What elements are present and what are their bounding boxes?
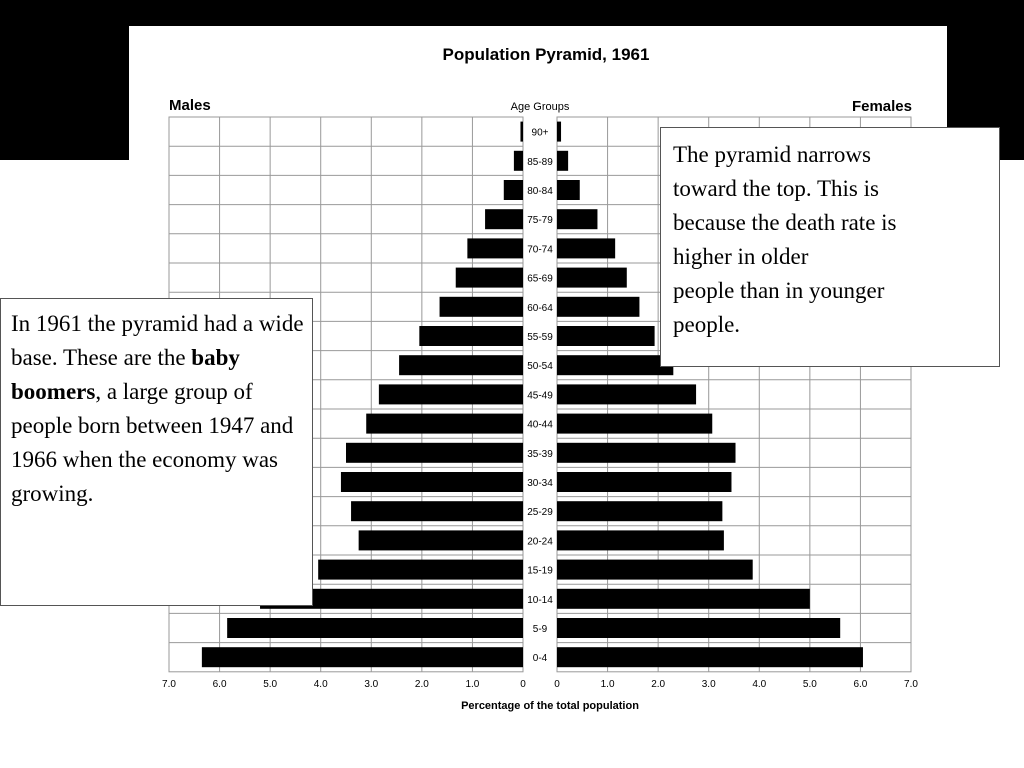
narrowing-note-line: higher in older — [673, 244, 809, 269]
females-label: Females — [852, 98, 912, 115]
note-bold-term: baby boomers — [11, 345, 240, 404]
x-tick-label: 1.0 — [601, 679, 615, 690]
age-group-label: 50-54 — [527, 361, 553, 372]
male-bar — [467, 238, 523, 259]
age-group-label: 85-89 — [527, 157, 553, 168]
age-group-label: 90+ — [532, 128, 549, 139]
male-bar — [485, 209, 523, 230]
male-bar — [455, 267, 523, 288]
pyramid-chart: Population Pyramid, 1961 Males Females A… — [162, 45, 918, 712]
x-tick-label: 6.0 — [853, 679, 867, 690]
x-tick-label: 3.0 — [702, 679, 716, 690]
x-tick-label: 6.0 — [213, 679, 227, 690]
male-bar — [260, 588, 523, 609]
female-bar — [557, 472, 732, 492]
x-tick-label: 0 — [520, 679, 526, 690]
age-group-label: 25-29 — [527, 507, 553, 518]
x-tick-label: 1.0 — [465, 679, 479, 690]
age-group-label: 35-39 — [527, 449, 553, 460]
age-group-label: 20-24 — [527, 536, 553, 547]
female-bar — [557, 647, 863, 668]
age-group-label: 80-84 — [527, 186, 553, 197]
female-bar — [557, 384, 697, 405]
x-tick-label: 7.0 — [904, 679, 918, 690]
age-group-label: 70-74 — [527, 244, 553, 255]
x-tick-label: 5.0 — [263, 679, 277, 690]
female-bar — [557, 150, 569, 171]
x-tick-label: 5.0 — [803, 679, 817, 690]
age-group-label: 10-14 — [527, 595, 553, 606]
age-group-label: 55-59 — [527, 332, 553, 343]
x-tick-label: 4.0 — [314, 679, 328, 690]
female-bar — [557, 209, 598, 230]
baby-boomers-note: In 1961 the pyramid had a wide base. The… — [0, 298, 313, 606]
age-groups-label: Age Groups — [511, 101, 570, 113]
grid-males — [168, 116, 524, 673]
female-bar — [557, 588, 810, 609]
male-bar — [227, 618, 523, 638]
female-bar — [557, 413, 713, 434]
x-tick-label: 7.0 — [162, 679, 176, 690]
x-tick-label: 0 — [554, 679, 560, 690]
male-bar — [366, 413, 523, 434]
female-bar — [557, 442, 736, 463]
age-group-label: 60-64 — [527, 303, 553, 314]
male-bar — [503, 180, 523, 200]
note-text-before: In 1961 the pyramid had a wide base. The… — [11, 311, 304, 370]
age-group-label: 0-4 — [533, 653, 548, 664]
narrowing-note-line: toward the top. This is — [673, 176, 879, 201]
female-bar — [557, 296, 640, 317]
x-tick-label: 2.0 — [651, 679, 665, 690]
age-group-label: 45-49 — [527, 390, 553, 401]
female-bar — [557, 355, 674, 376]
male-bar — [351, 501, 523, 522]
x-tick-labels: 7.0 6.0 5.0 4.0 3.0 2.0 1.0 0 0 1.0 2.0 3.0 4.0 5.0 6.… — [162, 679, 918, 690]
narrowing-note-line: because the death rate is — [673, 210, 897, 235]
narrowing-note-line: people than in younger — [673, 278, 885, 303]
narrowing-note-line: The pyramid narrows — [673, 142, 871, 167]
chart-title: Population Pyramid, 1961 — [443, 45, 650, 64]
baby-boomers-note-text: In 1961 the pyramid had a wide base. The… — [11, 307, 306, 511]
age-group-label: 5-9 — [533, 624, 548, 635]
narrowing-note-line: people. — [673, 312, 741, 337]
narrowing-note: The pyramid narrows toward the top. This… — [660, 127, 1000, 367]
male-bar — [340, 472, 523, 492]
female-bar — [557, 530, 724, 551]
male-bar — [346, 442, 523, 463]
female-bar — [557, 121, 562, 142]
bars — [201, 121, 863, 668]
age-group-label: 40-44 — [527, 420, 553, 431]
male-bar — [358, 530, 523, 551]
female-bar — [557, 618, 841, 638]
male-bar — [399, 355, 523, 376]
age-group-labels: 90+ 85-89 80-84 75-79 70-74 65-69 60-64 55-59 50… — [527, 128, 553, 665]
x-tick-label: 4.0 — [752, 679, 766, 690]
males-label: Males — [169, 97, 211, 114]
male-bar — [201, 647, 523, 668]
male-bar — [378, 384, 523, 405]
x-tick-label: 3.0 — [364, 679, 378, 690]
x-tick-label: 2.0 — [415, 679, 429, 690]
female-bar — [557, 501, 723, 522]
male-bar — [520, 121, 523, 142]
male-bar — [439, 296, 523, 317]
age-group-label: 30-34 — [527, 478, 553, 489]
age-group-label: 75-79 — [527, 215, 553, 226]
female-bar — [557, 238, 616, 259]
male-bar — [513, 150, 523, 171]
male-bar — [419, 326, 523, 346]
age-group-label: 65-69 — [527, 274, 553, 285]
male-bar — [318, 559, 523, 580]
age-group-label: 15-19 — [527, 566, 553, 577]
female-bar — [557, 180, 580, 200]
female-bar — [557, 326, 655, 346]
female-bar — [557, 267, 627, 288]
x-axis-title: Percentage of the total population — [461, 700, 639, 712]
note-text-after: , a large group of people born between 1… — [11, 379, 294, 506]
female-bar — [557, 559, 753, 580]
